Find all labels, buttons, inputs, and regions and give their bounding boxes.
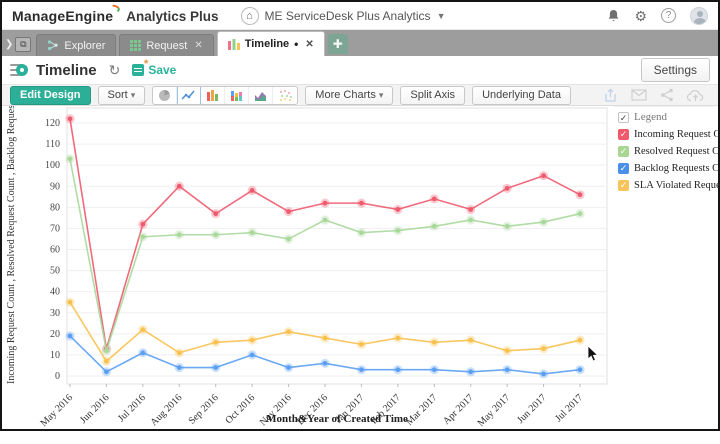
switch-view-icon[interactable]: ⧉ — [15, 37, 32, 52]
view-list-icon — [10, 63, 28, 77]
tab-label: Request — [146, 39, 188, 52]
legend-checkbox[interactable]: ✓ — [618, 163, 629, 174]
legend-item[interactable]: ✓ Incoming Request Count — [618, 129, 720, 140]
svg-text:90: 90 — [50, 181, 60, 192]
svg-text:110: 110 — [45, 139, 60, 150]
chart-area: 0 10 20 30 40 50 60 70 80 90 100 110 120 May 2016 Jun … — [2, 29, 720, 429]
legend-checkbox[interactable]: ✓ — [618, 146, 629, 157]
workspace-selector[interactable]: ⌂ ME ServiceDesk Plus Analytics ▼ — [240, 6, 446, 25]
chart-toolbar: Edit Design Sort ▾ More Charts ▾ Split A… — [2, 84, 718, 106]
area-chart-icon[interactable] — [249, 86, 274, 104]
app-header: ManageEngine Analytics Plus ⌂ ME Service… — [2, 2, 718, 30]
chevron-down-icon: ▼ — [436, 10, 446, 21]
legend-item[interactable]: ✓ Backlog Requests Count — [618, 163, 720, 174]
timeline-line-chart[interactable]: 0 10 20 30 40 50 60 70 80 90 100 110 120 May 2016 Jun … — [2, 29, 614, 429]
pie-chart-icon[interactable] — [153, 86, 178, 104]
new-tab-button[interactable]: ✚ — [327, 34, 348, 54]
svg-text:Aug 2016: Aug 2016 — [149, 392, 185, 428]
svg-text:60: 60 — [50, 245, 60, 256]
chevron-down-icon: ▾ — [130, 90, 136, 100]
gear-icon[interactable]: ⚙ — [634, 7, 647, 24]
brand-name: ManageEngine — [12, 3, 122, 24]
page-title: Timeline — [36, 61, 97, 79]
bar-chart-icon[interactable] — [201, 86, 226, 104]
close-icon[interactable]: ✕ — [194, 40, 203, 51]
tab-scroll-chevron-icon[interactable]: ❯ — [5, 39, 14, 50]
svg-text:Jul 2016: Jul 2016 — [116, 392, 148, 424]
line-chart-icon[interactable] — [177, 86, 202, 104]
svg-text:Apr 2017: Apr 2017 — [441, 392, 476, 427]
legend-checkbox[interactable]: ✓ — [618, 111, 629, 123]
tab-request[interactable]: Request ✕ — [119, 34, 214, 56]
svg-text:May 2016: May 2016 — [38, 392, 75, 428]
legend-title: Legend — [634, 111, 667, 123]
header-actions: ⚙ ? — [607, 6, 708, 25]
chevron-down-icon: ▾ — [378, 90, 384, 100]
stacked-bar-icon[interactable] — [225, 86, 250, 104]
legend-panel: ✓ Legend ✓ Incoming Request Count ✓ Reso… — [614, 106, 720, 428]
home-icon: ⌂ — [240, 6, 259, 25]
tab-timeline[interactable]: Timeline • ✕ — [216, 31, 325, 56]
grid-table-icon — [130, 40, 142, 51]
svg-text:40: 40 — [50, 287, 60, 298]
bell-icon[interactable] — [607, 9, 620, 23]
scatter-chart-icon[interactable] — [273, 87, 297, 104]
legend-toggle[interactable]: ✓ Legend — [618, 111, 712, 123]
legend-item[interactable]: ✓ Resolved Request Count — [618, 146, 720, 157]
legend-checkbox[interactable]: ✓ — [618, 180, 629, 191]
export-icon[interactable] — [603, 87, 618, 103]
svg-text:0: 0 — [55, 371, 60, 382]
brand-logo: ManageEngine Analytics Plus — [12, 3, 219, 24]
tab-explorer[interactable]: Explorer — [36, 34, 117, 56]
bar-chart-icon — [227, 38, 240, 50]
tab-label: Timeline — [244, 38, 290, 50]
svg-text:120: 120 — [45, 118, 60, 129]
svg-text:Incoming Request Count , Resol: Incoming Request Count , Resolved Reques… — [6, 106, 17, 384]
underlying-data-button[interactable]: Underlying Data — [472, 85, 571, 105]
edit-design-button[interactable]: Edit Design — [10, 85, 91, 105]
more-charts-button[interactable]: More Charts ▾ — [305, 85, 394, 105]
svg-text:100: 100 — [45, 160, 60, 171]
svg-text:10: 10 — [50, 350, 60, 361]
svg-text:Month&Year of Created Time: Month&Year of Created Time — [266, 413, 408, 425]
svg-text:50: 50 — [50, 266, 60, 277]
email-icon[interactable] — [631, 89, 647, 101]
svg-text:Jul 2017: Jul 2017 — [553, 392, 585, 424]
legend-item[interactable]: ✓ SLA Violated Requests — [618, 180, 720, 191]
legend-checkbox[interactable]: ✓ — [618, 129, 629, 140]
refresh-icon[interactable]: ↻ — [108, 61, 121, 78]
split-axis-button[interactable]: Split Axis — [400, 85, 466, 105]
svg-text:Sep 2016: Sep 2016 — [187, 392, 221, 426]
svg-text:Jun 2017: Jun 2017 — [515, 392, 549, 426]
page-margin — [0, 431, 720, 444]
svg-text:May 2017: May 2017 — [476, 392, 513, 428]
explorer-tree-icon — [48, 40, 58, 51]
svg-text:20: 20 — [50, 329, 60, 340]
export-actions — [603, 87, 710, 103]
brand-suffix: Analytics Plus — [126, 8, 219, 24]
sort-button[interactable]: Sort ▾ — [97, 85, 146, 105]
svg-text:Oct 2016: Oct 2016 — [223, 392, 257, 426]
tab-bar: ❯ ⧉ Explorer Request ✕ Timeline • ✕ ✚ — [2, 30, 718, 56]
svg-text:70: 70 — [50, 223, 60, 234]
app-window: ManageEngine Analytics Plus ⌂ ME Service… — [0, 0, 720, 431]
tab-label: Explorer — [64, 39, 106, 52]
help-icon[interactable]: ? — [661, 8, 676, 23]
share-icon[interactable] — [660, 88, 674, 102]
svg-text:30: 30 — [50, 308, 60, 319]
svg-text:Jun 2016: Jun 2016 — [78, 392, 112, 426]
chart-type-group — [152, 85, 299, 105]
view-title-bar: Timeline ↻ Save Settings — [2, 56, 718, 84]
avatar[interactable] — [690, 6, 708, 25]
svg-text:Mar 2017: Mar 2017 — [404, 392, 439, 427]
cloud-upload-icon[interactable] — [687, 89, 704, 102]
svg-text:80: 80 — [50, 202, 60, 213]
workspace-name: ME ServiceDesk Plus Analytics — [264, 8, 431, 23]
mouse-cursor — [587, 345, 599, 362]
save-icon — [132, 58, 148, 76]
save-button[interactable]: Save — [132, 58, 176, 77]
close-icon[interactable]: ✕ — [305, 38, 314, 50]
settings-button[interactable]: Settings — [640, 58, 710, 82]
